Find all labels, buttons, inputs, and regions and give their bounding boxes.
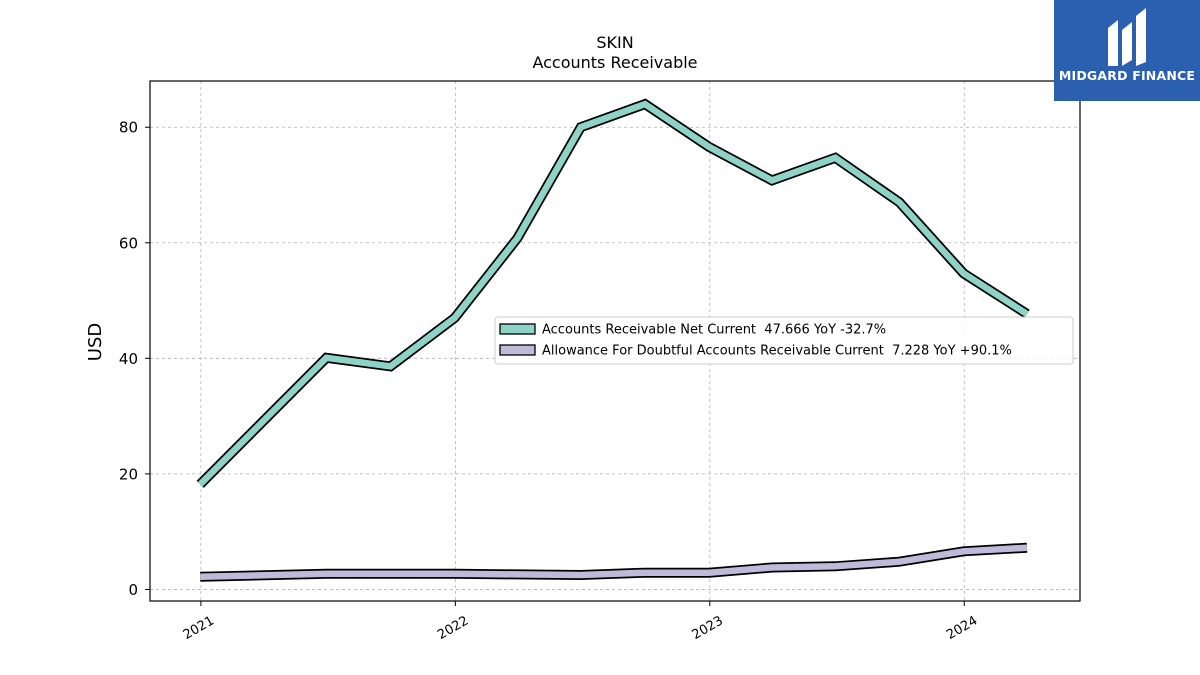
y-tick-label: 0 [128, 581, 138, 599]
series-line-0 [197, 100, 1029, 487]
series-line-1 [200, 544, 1028, 580]
brand-logo: MIDGARD FINANCE [1054, 0, 1200, 101]
legend-label-allowance: Allowance For Doubtful Accounts Receivab… [542, 344, 1012, 359]
brand-name: MIDGARD FINANCE [1058, 68, 1196, 83]
y-tick-label: 40 [119, 350, 138, 368]
midgard-logo-icon [1108, 8, 1146, 66]
chart-title: SKIN [596, 33, 634, 52]
series-lines [196, 98, 1030, 582]
y-tick-label: 60 [119, 234, 138, 252]
x-tick-label: 2023 [690, 613, 726, 643]
y-tick-label: 20 [119, 465, 138, 483]
legend: Accounts Receivable Net Current 47.666 Y… [494, 316, 1074, 365]
y-axis-label: USD [85, 323, 106, 361]
legend-label-accounts-receivable: Accounts Receivable Net Current 47.666 Y… [542, 323, 886, 338]
x-tick-label: 2021 [181, 613, 217, 643]
x-tick-label: 2022 [435, 613, 471, 643]
legend-frame [494, 316, 1074, 365]
legend-swatch-allowance [499, 344, 536, 356]
y-tick-label: 80 [119, 119, 138, 137]
legend-swatch-accounts-receivable [499, 323, 536, 335]
series-outline-0 [196, 98, 1030, 488]
plot-frame [149, 80, 1081, 602]
x-tick-label: 2024 [944, 613, 980, 643]
chart-subtitle: Accounts Receivable [532, 53, 698, 72]
